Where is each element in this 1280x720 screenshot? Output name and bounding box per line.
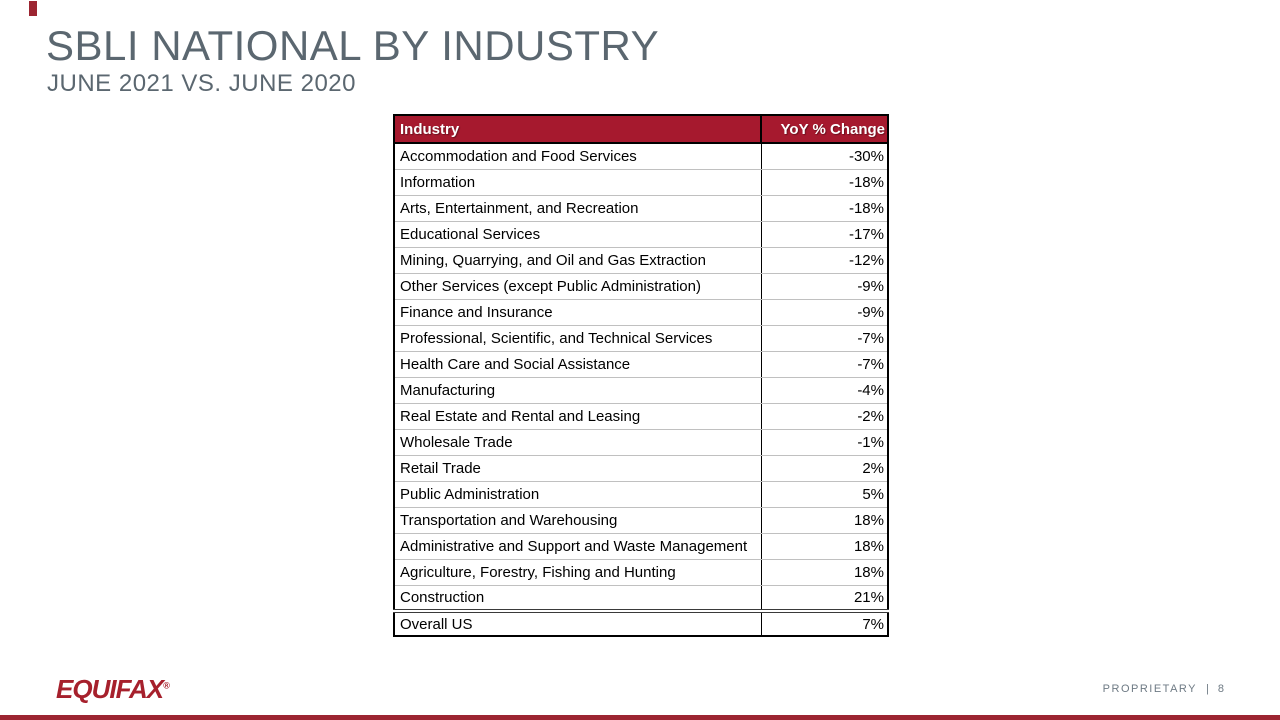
industry-cell: Administrative and Support and Waste Man…	[394, 533, 761, 560]
table-row: Real Estate and Rental and Leasing -2%	[394, 403, 888, 430]
table-row: Mining, Quarrying, and Oil and Gas Extra…	[394, 247, 888, 274]
footer-proprietary: PROPRIETARY | 8	[1103, 683, 1224, 695]
table-row: Wholesale Trade -1%	[394, 429, 888, 456]
industry-cell: Other Services (except Public Administra…	[394, 273, 761, 300]
industry-cell: Health Care and Social Assistance	[394, 351, 761, 378]
table-row: Health Care and Social Assistance -7%	[394, 351, 888, 378]
table-row: Educational Services -17%	[394, 221, 888, 248]
industry-cell: Manufacturing	[394, 377, 761, 404]
yoy-change-cell: 18%	[760, 507, 888, 534]
industry-cell: Real Estate and Rental and Leasing	[394, 403, 761, 430]
yoy-change-cell: -9%	[760, 273, 888, 300]
table-row: Public Administration 5%	[394, 481, 888, 508]
equifax-logo-text: EQUIFAX	[56, 674, 164, 704]
page-title: SBLI NATIONAL BY INDUSTRY	[46, 22, 660, 69]
industry-table-container: Industry YoY % Change Accommodation and …	[393, 114, 889, 637]
red-corner-accent	[29, 1, 37, 16]
industry-cell: Information	[394, 169, 761, 196]
industry-cell: Agriculture, Forestry, Fishing and Hunti…	[394, 559, 761, 586]
industry-cell: Transportation and Warehousing	[394, 507, 761, 534]
yoy-change-cell: -1%	[760, 429, 888, 456]
industry-cell: Public Administration	[394, 481, 761, 508]
equifax-logo: EQUIFAX®	[56, 674, 170, 705]
yoy-change-cell: 18%	[760, 559, 888, 586]
yoy-change-cell: -9%	[760, 299, 888, 326]
yoy-change-cell: -12%	[760, 247, 888, 274]
industry-cell: Finance and Insurance	[394, 299, 761, 326]
industry-cell: Construction	[394, 585, 761, 612]
registered-trademark-symbol: ®	[163, 680, 170, 691]
industry-table-body: Accommodation and Food Services -30% Infor…	[394, 143, 888, 636]
table-row: Construction 21%	[394, 585, 888, 612]
yoy-change-cell: 5%	[760, 481, 888, 508]
table-row: Manufacturing -4%	[394, 377, 888, 404]
column-header-yoy-change: YoY % Change	[760, 115, 888, 144]
industry-cell: Professional, Scientific, and Technical …	[394, 325, 761, 352]
page-subtitle: JUNE 2021 VS. JUNE 2020	[47, 70, 356, 97]
industry-cell: Retail Trade	[394, 455, 761, 482]
yoy-change-cell: 2%	[760, 455, 888, 482]
table-row: Retail Trade 2%	[394, 455, 888, 482]
table-row-total: Overall US 7%	[394, 609, 888, 636]
table-row: Arts, Entertainment, and Recreation -18%	[394, 195, 888, 222]
industry-cell: Arts, Entertainment, and Recreation	[394, 195, 761, 222]
table-row: Professional, Scientific, and Technical …	[394, 325, 888, 352]
table-row: Finance and Insurance -9%	[394, 299, 888, 326]
table-row: Agriculture, Forestry, Fishing and Hunti…	[394, 559, 888, 586]
yoy-change-cell: -18%	[760, 195, 888, 222]
industry-cell: Overall US	[394, 609, 761, 636]
red-bottom-bar	[0, 715, 1280, 720]
industry-cell: Educational Services	[394, 221, 761, 248]
yoy-change-cell: -2%	[760, 403, 888, 430]
industry-table: Industry YoY % Change Accommodation and …	[393, 114, 889, 637]
table-row: Transportation and Warehousing 18%	[394, 507, 888, 534]
table-row: Accommodation and Food Services -30%	[394, 143, 888, 170]
table-row: Information -18%	[394, 169, 888, 196]
yoy-change-cell: -7%	[760, 325, 888, 352]
table-row: Other Services (except Public Administra…	[394, 273, 888, 300]
industry-cell: Accommodation and Food Services	[394, 143, 761, 170]
yoy-change-cell: -18%	[760, 169, 888, 196]
industry-cell: Mining, Quarrying, and Oil and Gas Extra…	[394, 247, 761, 274]
yoy-change-cell: 7%	[760, 609, 888, 636]
table-header-row: Industry YoY % Change	[394, 115, 888, 144]
yoy-change-cell: 18%	[760, 533, 888, 560]
yoy-change-cell: -17%	[760, 221, 888, 248]
yoy-change-cell: -30%	[760, 143, 888, 170]
column-header-industry: Industry	[394, 115, 761, 144]
industry-cell: Wholesale Trade	[394, 429, 761, 456]
page-number: 8	[1217, 683, 1224, 695]
table-row: Administrative and Support and Waste Man…	[394, 533, 888, 560]
proprietary-label: PROPRIETARY	[1102, 683, 1198, 695]
yoy-change-cell: -4%	[760, 377, 888, 404]
yoy-change-cell: -7%	[760, 351, 888, 378]
footer-separator: |	[1206, 683, 1209, 695]
yoy-change-cell: 21%	[760, 585, 888, 612]
